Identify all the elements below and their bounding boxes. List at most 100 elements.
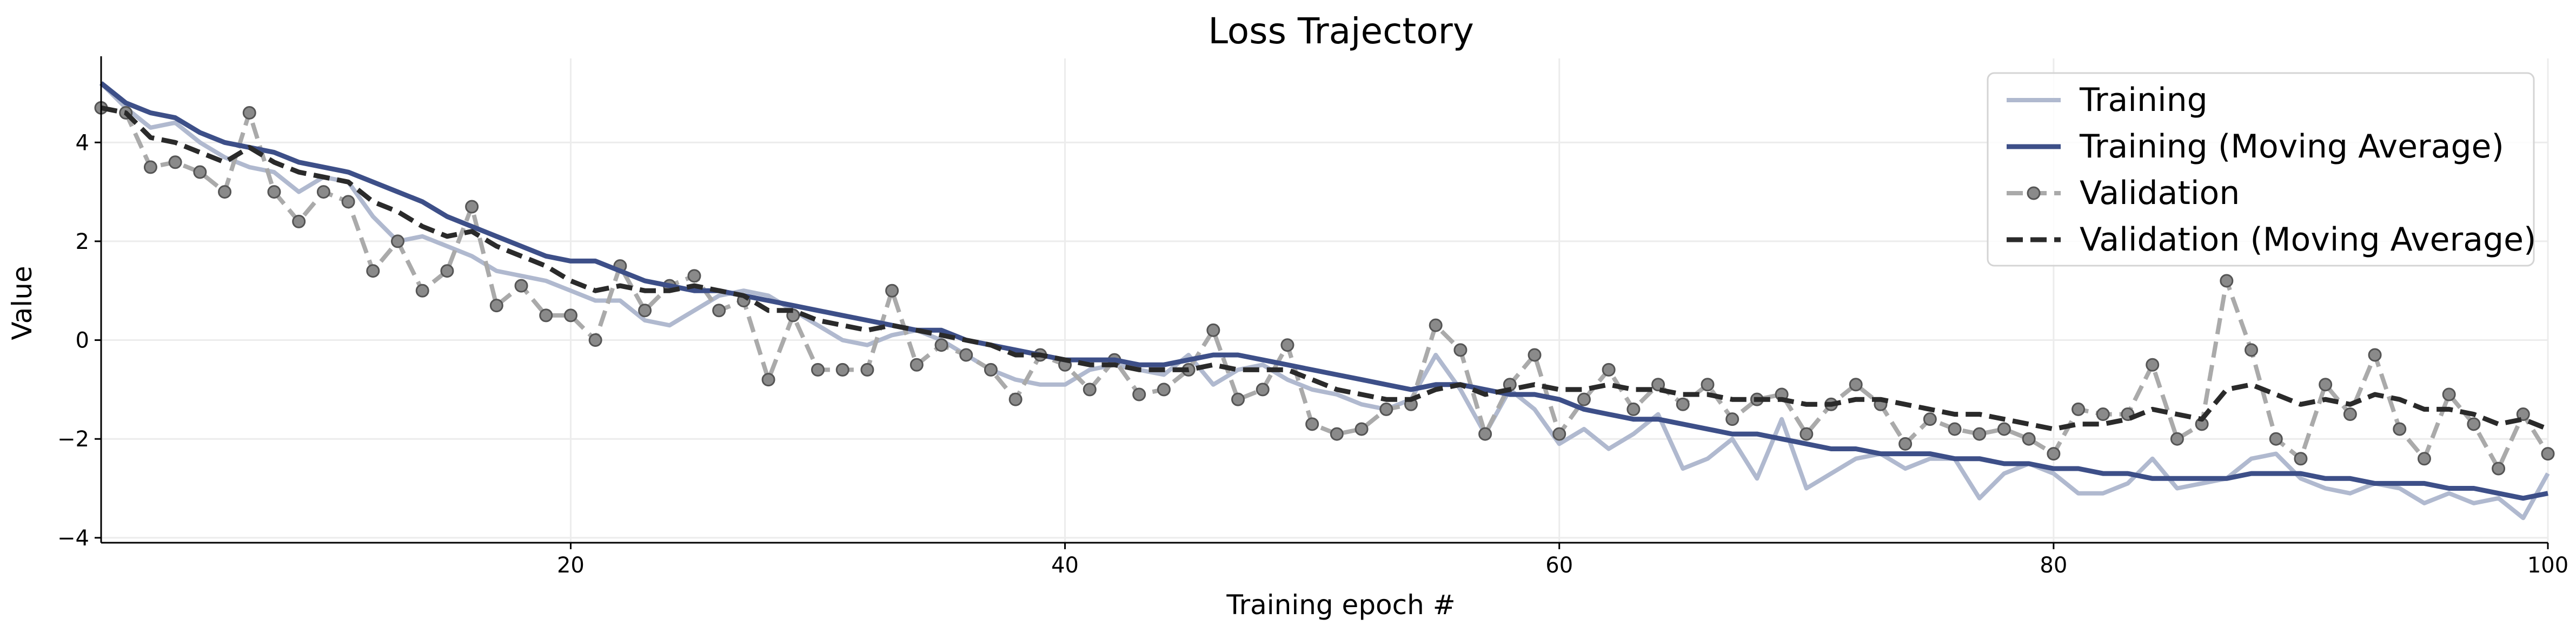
validation-point [168, 155, 182, 169]
validation-point [2467, 417, 2481, 431]
validation-point [934, 338, 948, 352]
legend-label: Training [2079, 81, 2208, 119]
validation-point [341, 195, 355, 209]
validation-point [638, 304, 652, 318]
validation-point [1280, 338, 1294, 352]
validation-point [218, 185, 232, 199]
y-axis-label: Value [6, 266, 38, 340]
validation-point [440, 264, 454, 278]
series-line-validation [101, 106, 2550, 471]
validation-point [1528, 348, 1542, 362]
y-tick-label: 2 [76, 229, 89, 254]
y-tick-label: 0 [76, 328, 89, 353]
validation-point [539, 308, 553, 322]
validation-point [761, 373, 775, 387]
x-tick-label: 40 [1051, 553, 1079, 578]
validation-point [2492, 462, 2506, 476]
validation-point [1602, 363, 1616, 377]
validation-point [588, 333, 602, 347]
validation-point [909, 358, 924, 372]
validation-point [2343, 407, 2357, 422]
validation-point [1800, 427, 1814, 441]
validation-point [1429, 318, 1443, 332]
validation-point [415, 284, 429, 298]
validation-point [1923, 412, 1937, 426]
validation-point [687, 269, 701, 283]
validation-point [2072, 402, 2086, 416]
validation-point [2393, 422, 2407, 436]
validation-point [1453, 343, 1468, 357]
chart-legend: Training Training (Moving Average) Validat… [1987, 72, 2536, 267]
validation-point [316, 185, 330, 199]
validation-point [1948, 422, 1962, 436]
validation-point [465, 200, 479, 214]
plot-series [94, 81, 2555, 521]
validation-point [1355, 422, 1369, 436]
y-tick-label: 4 [76, 130, 89, 155]
validation-point [1552, 427, 1566, 441]
validation-point [1676, 397, 1690, 411]
validation-point [1083, 383, 1097, 397]
x-tick-label: 80 [2040, 553, 2067, 578]
legend-label: Validation (Moving Average) [2080, 221, 2536, 259]
validation-point [1577, 392, 1591, 406]
validation-point [1997, 422, 2011, 436]
validation-point [1725, 412, 1740, 426]
validation-point [885, 284, 899, 298]
validation-point [2516, 407, 2530, 422]
validation-point [366, 264, 380, 278]
validation-point [1008, 392, 1023, 406]
x-tick-label: 100 [2527, 553, 2568, 578]
validation-point [1701, 378, 1715, 392]
y-tick-label: −2 [57, 427, 89, 452]
validation-point [2269, 432, 2283, 446]
series-line-validation-moving-average [101, 105, 2549, 432]
validation-point [712, 304, 726, 318]
validation-point [1849, 378, 1863, 392]
validation-point [1157, 383, 1171, 397]
validation-point [2220, 274, 2234, 288]
validation-point [2170, 432, 2184, 446]
validation-point [143, 160, 157, 174]
validation-point [193, 165, 207, 179]
x-tick-label: 60 [1545, 553, 1573, 578]
series-line-training [99, 81, 2550, 521]
validation-point [2096, 407, 2110, 422]
validation-point [242, 106, 256, 120]
validation-point [292, 214, 306, 228]
validation-point [2022, 432, 2036, 446]
validation-point [2146, 358, 2160, 372]
validation-point [563, 308, 577, 322]
validation-point [2047, 447, 2061, 461]
legend-label: Validation [2080, 174, 2240, 212]
validation-point [2442, 387, 2456, 401]
validation-point [2417, 452, 2431, 466]
legend-marker [2027, 186, 2041, 200]
validation-point [390, 234, 404, 248]
validation-point [514, 279, 528, 293]
validation-point [860, 363, 874, 377]
series-line-training-moving-average [99, 81, 2548, 501]
validation-point [1206, 323, 1220, 337]
validation-point [1330, 427, 1344, 441]
validation-point [267, 185, 281, 199]
x-tick-label: 20 [557, 553, 585, 578]
validation-point [2541, 447, 2555, 461]
legend-box [1987, 72, 2535, 267]
validation-point [489, 299, 503, 313]
validation-point [2245, 343, 2259, 357]
chart-title: Loss Trajectory [1208, 10, 1474, 52]
validation-point [2319, 378, 2333, 392]
validation-point [1305, 417, 1319, 431]
validation-point [1973, 427, 1987, 441]
validation-point [1132, 387, 1146, 401]
x-axis-label: Training epoch # [1226, 589, 1455, 621]
validation-point [1898, 437, 1913, 451]
y-tick-label: −4 [57, 526, 89, 551]
validation-point [835, 363, 849, 377]
validation-point [1651, 378, 1665, 392]
validation-point [1626, 402, 1641, 416]
validation-point [1379, 402, 1393, 416]
legend-label: Training (Moving Average) [2079, 128, 2504, 166]
